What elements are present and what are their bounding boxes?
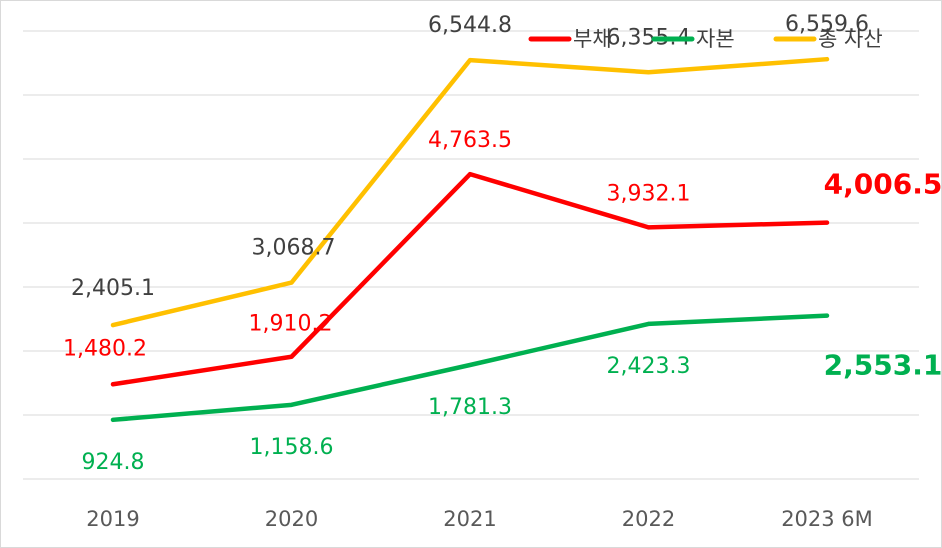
data-label: 2,423.3 bbox=[607, 354, 691, 379]
data-point bbox=[825, 57, 829, 62]
data-label: 3,932.1 bbox=[607, 181, 691, 206]
data-labels: 1,480.2 1,910.2 4,763.5 3,932.1 4,006.5 924.8… bbox=[63, 12, 941, 475]
data-point bbox=[646, 321, 651, 326]
x-axis-ticks: 2019 2020 2021 2022 2023 6M bbox=[86, 507, 873, 531]
data-point bbox=[111, 323, 115, 328]
data-label: 4,006.5 bbox=[824, 168, 941, 201]
x-tick-label: 2023 6M bbox=[781, 507, 873, 531]
data-label: 3,068.7 bbox=[252, 236, 336, 261]
gridlines bbox=[23, 30, 919, 480]
data-label: 6,544.8 bbox=[428, 13, 512, 38]
data-label: 1,480.2 bbox=[63, 336, 147, 361]
legend: 부채 자본 총 자산 bbox=[528, 27, 883, 51]
data-point bbox=[646, 70, 651, 75]
data-point bbox=[468, 58, 472, 63]
legend-label: 총 자산 bbox=[818, 27, 883, 51]
legend-label: 자본 bbox=[696, 27, 735, 51]
data-label: 1,158.6 bbox=[250, 435, 334, 460]
data-point bbox=[289, 280, 294, 285]
series-line bbox=[110, 56, 830, 328]
data-point bbox=[825, 220, 829, 225]
data-point bbox=[289, 402, 294, 407]
data-point bbox=[289, 354, 294, 359]
data-point bbox=[111, 382, 115, 387]
data-label: 1,781.3 bbox=[428, 395, 512, 420]
data-point bbox=[111, 417, 115, 422]
data-point bbox=[468, 362, 472, 367]
data-label: 2,405.1 bbox=[71, 276, 155, 301]
x-tick-label: 2022 bbox=[622, 507, 675, 531]
series-line bbox=[110, 171, 830, 387]
legend-label: 부채 bbox=[573, 27, 612, 51]
data-label: 1,910.2 bbox=[249, 312, 333, 337]
x-tick-label: 2021 bbox=[443, 507, 496, 531]
data-point bbox=[825, 313, 829, 318]
series-lines bbox=[110, 56, 830, 423]
data-point bbox=[646, 225, 651, 230]
data-label: 2,553.1 bbox=[824, 349, 941, 382]
data-label: 6,559.6 bbox=[785, 12, 869, 37]
data-point bbox=[468, 172, 472, 177]
data-label: 4,763.5 bbox=[428, 128, 512, 153]
data-label: 924.8 bbox=[82, 450, 145, 475]
x-tick-label: 2020 bbox=[265, 507, 318, 531]
x-tick-label: 2019 bbox=[86, 507, 139, 531]
